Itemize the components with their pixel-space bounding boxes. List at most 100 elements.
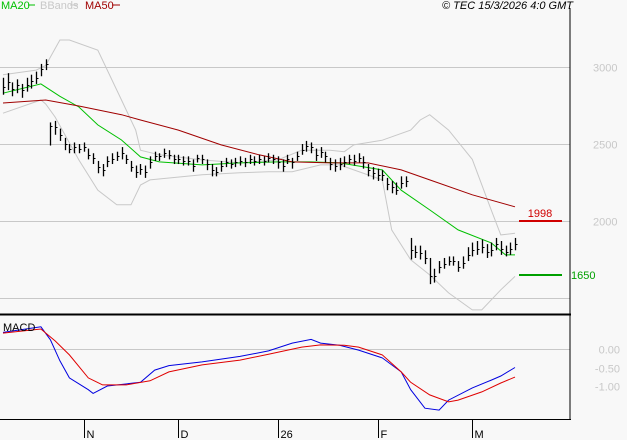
price-bar — [163, 148, 167, 158]
price-bar — [192, 159, 196, 172]
price-bar — [324, 151, 328, 163]
price-bar — [457, 261, 461, 272]
price-bar — [452, 256, 456, 266]
price-bar — [320, 147, 324, 158]
line-ma50 — [2, 99, 516, 208]
price-bar — [45, 59, 49, 71]
price-bar — [40, 63, 44, 77]
bollinger-bands — [2, 39, 516, 311]
price-bar — [386, 177, 390, 191]
price-bar — [130, 160, 134, 172]
price-bar — [92, 153, 96, 165]
price-bar — [87, 148, 91, 160]
price-bar — [173, 154, 177, 165]
price-bar — [443, 257, 447, 269]
price-bar — [73, 142, 77, 154]
y-tick-label: 2500 — [593, 140, 617, 152]
price-bars — [2, 59, 518, 285]
price-bar — [490, 242, 494, 257]
price-bar — [381, 170, 385, 181]
price-bar — [97, 160, 101, 174]
price-bar — [391, 180, 395, 194]
price-bar — [7, 73, 11, 91]
price-bar — [225, 157, 229, 168]
price-bar — [462, 256, 466, 269]
price-bar — [301, 144, 305, 155]
price-bar — [78, 144, 82, 154]
price-bar — [410, 237, 414, 260]
legend-bbands: BBands — [40, 0, 79, 12]
price-bar — [158, 153, 162, 161]
price-bar — [514, 237, 518, 251]
price-bar — [353, 154, 357, 166]
price-bar — [267, 153, 271, 163]
price-bar — [49, 122, 53, 146]
price-bar — [272, 154, 276, 165]
price-bar — [471, 242, 475, 257]
price-bar — [154, 151, 158, 161]
price-bar — [429, 257, 433, 285]
price-bar — [419, 245, 423, 260]
price-bar — [395, 182, 399, 195]
level-label-1998: 1998 — [528, 208, 552, 220]
x-tick-label: M — [475, 429, 484, 440]
price-bar — [16, 79, 20, 94]
price-bar — [83, 142, 87, 152]
level-markers: 1998 1650 — [519, 208, 595, 282]
price-bar — [230, 159, 234, 169]
price-bar — [21, 83, 25, 98]
price-bar — [433, 268, 437, 283]
price-bar — [211, 164, 215, 177]
price-bar — [106, 156, 110, 168]
macd-lines — [2, 326, 516, 411]
price-bar — [334, 159, 338, 172]
price-bar — [139, 164, 143, 175]
price-bar — [310, 142, 314, 154]
y-tick-label: 3000 — [593, 63, 617, 75]
x-tick-label: N — [87, 429, 95, 440]
x-tick-label: D — [181, 429, 189, 440]
price-bar — [54, 120, 58, 135]
price-bar — [244, 157, 248, 168]
price-bar — [377, 168, 381, 181]
price-bar — [495, 237, 499, 251]
level-label-1650: 1650 — [571, 270, 595, 282]
y-tick-label: 2000 — [593, 217, 617, 229]
price-bar — [116, 151, 120, 161]
price-bar — [277, 156, 281, 169]
price-bar — [358, 153, 362, 163]
price-bar — [135, 165, 139, 178]
price-bar — [35, 71, 39, 84]
price-bar — [509, 242, 513, 255]
price-bar — [125, 154, 129, 165]
price-bar — [448, 256, 452, 266]
price-bar — [424, 250, 428, 265]
price-bar — [362, 156, 366, 169]
price-bar — [196, 154, 200, 163]
price-bar — [11, 82, 15, 97]
x-tick-label: 26 — [281, 429, 293, 440]
price-bar — [339, 157, 343, 171]
axes: 2000 2500 3000 0.00 -0.50 -1.00 N D 26 F M — [0, 8, 620, 440]
price-bar — [30, 74, 34, 89]
price-bar — [253, 156, 257, 166]
price-bar — [296, 151, 300, 161]
price-bar — [500, 241, 504, 255]
price-bar — [201, 154, 205, 165]
price-bar — [467, 247, 471, 262]
macd-tick-label: -0.50 — [595, 364, 620, 376]
price-bar — [367, 164, 371, 177]
macd-tick-label: 0.00 — [599, 345, 620, 357]
legend-ma50: MA50 — [85, 0, 114, 12]
price-bar — [220, 160, 224, 172]
price-bar — [414, 245, 418, 258]
price-bar — [239, 156, 243, 166]
line-ma20 — [2, 83, 515, 256]
price-bar — [206, 159, 210, 171]
price-bar — [59, 128, 63, 141]
price-bar — [187, 156, 191, 166]
price-bar — [234, 157, 238, 168]
price-bar — [68, 144, 72, 154]
price-bar — [263, 156, 267, 166]
